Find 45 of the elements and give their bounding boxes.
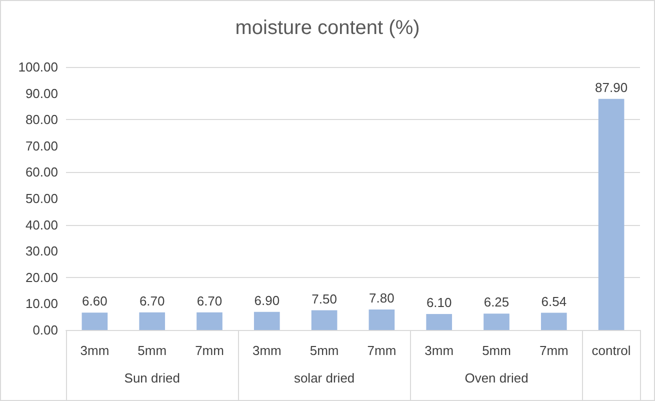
x-tick-label: 5mm (482, 343, 511, 358)
y-tick-label: 90.00 (25, 86, 58, 101)
bar (484, 314, 510, 330)
y-tick-label: 40.00 (25, 217, 58, 232)
x-tick-label: 5mm (138, 343, 167, 358)
bar (82, 312, 108, 330)
data-label: 6.25 (484, 294, 510, 310)
text: Oven dried (464, 370, 528, 386)
bar (311, 310, 338, 330)
y-tick-label: 80.00 (25, 112, 58, 128)
bar (139, 312, 166, 330)
bar (598, 98, 624, 330)
text: solar dried (294, 370, 355, 386)
y-tick-label: 10.00 (25, 296, 58, 312)
x-tick-label: 7mm (367, 343, 396, 358)
data-label: 6.70 (196, 293, 222, 308)
chart-title: moisture content (%) (235, 17, 420, 39)
data-label: 7.80 (369, 290, 394, 306)
x-tick-label: 3mm (424, 343, 454, 358)
y-tick-label: 70.00 (25, 138, 58, 154)
x-tick-label: 7mm (539, 343, 568, 358)
y-tick-label: 50.00 (25, 191, 58, 206)
y-tick-label: 30.00 (25, 244, 58, 259)
bar (368, 309, 395, 330)
data-label: 7.50 (312, 291, 337, 306)
bar (540, 312, 567, 330)
data-label: 6.90 (254, 292, 280, 308)
data-label: 6.10 (426, 294, 452, 310)
y-tick-label: 0.00 (32, 322, 58, 338)
y-tick-label: 60.00 (25, 164, 58, 180)
bar (254, 312, 280, 330)
y-tick-label: 20.00 (25, 270, 58, 285)
x-tick-label: 3mm (252, 343, 282, 358)
x-tick-label: control (592, 343, 631, 358)
data-label: 6.60 (82, 294, 108, 309)
x-tick-label: 7mm (195, 343, 224, 358)
bar (426, 314, 452, 330)
bar (196, 312, 222, 330)
data-label: 87.90 (595, 80, 628, 95)
text: Sun dried (124, 370, 180, 386)
x-tick-label: 5mm (310, 343, 339, 358)
y-tick-label: 100.00 (18, 60, 58, 74)
x-tick-label: 3mm (80, 343, 110, 358)
data-label: 6.70 (139, 293, 165, 308)
data-label: 6.54 (541, 294, 567, 309)
